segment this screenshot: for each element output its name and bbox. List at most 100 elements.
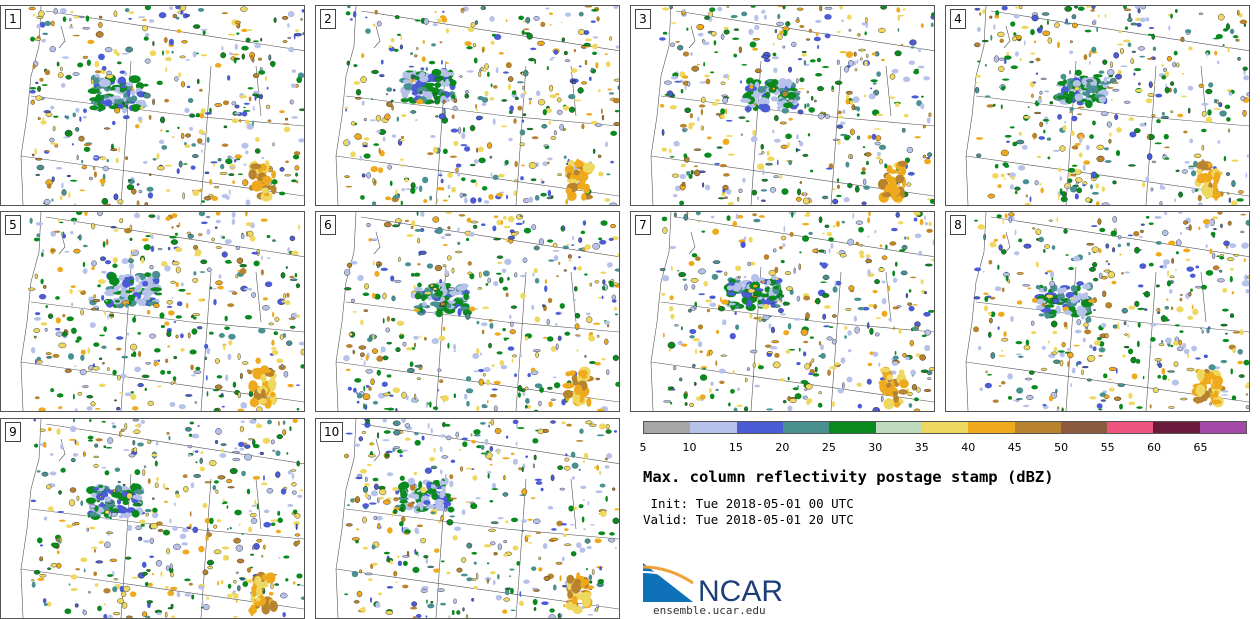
- echo-cell: [905, 356, 910, 361]
- echo-cell: [1239, 329, 1244, 336]
- echo-cell: [73, 16, 81, 19]
- echo-cell: [1032, 132, 1038, 139]
- echo-cell: [928, 221, 932, 227]
- echo-cell: [224, 239, 232, 245]
- echo-cell: [898, 369, 905, 376]
- echo-cell: [929, 366, 934, 372]
- echo-cell: [392, 195, 401, 199]
- echo-cell: [98, 279, 106, 284]
- echo-cell: [777, 13, 781, 20]
- echo-cell: [669, 105, 677, 110]
- echo-cell: [199, 466, 206, 472]
- echo-cell: [368, 385, 372, 392]
- echo-cell: [1096, 26, 1099, 33]
- echo-cell: [994, 163, 999, 169]
- echo-cell: [990, 352, 996, 359]
- echo-cell: [135, 525, 142, 531]
- echo-cell: [185, 58, 190, 61]
- echo-cell: [151, 497, 155, 500]
- echo-cell: [355, 392, 359, 394]
- echo-cell: [909, 340, 914, 347]
- echo-cell: [785, 21, 791, 27]
- echo-cell: [43, 516, 48, 521]
- echo-cell: [457, 241, 461, 246]
- echo-cell: [878, 144, 887, 150]
- echo-cell: [779, 174, 783, 180]
- echo-cell: [118, 514, 124, 519]
- echo-cell: [1048, 353, 1056, 359]
- echo-cell: [269, 391, 276, 397]
- echo-cell: [464, 197, 468, 204]
- echo-cell: [1245, 219, 1249, 226]
- echo-cell: [1123, 345, 1130, 349]
- echo-cell: [436, 186, 444, 191]
- echo-cell: [765, 285, 768, 288]
- echo-cell: [464, 41, 472, 47]
- echo-cell: [568, 94, 576, 100]
- echo-cell: [144, 508, 152, 513]
- echo-cell: [282, 40, 288, 43]
- echo-cell: [1067, 351, 1074, 359]
- echo-cell: [465, 388, 474, 394]
- echo-cell: [1167, 370, 1175, 373]
- echo-cell: [927, 377, 932, 380]
- echo-cell: [102, 241, 106, 248]
- echo-cell: [540, 21, 546, 27]
- echo-cell: [895, 102, 900, 107]
- echo-cell: [820, 281, 827, 284]
- boundary-line: [45, 10, 304, 51]
- echo-cell: [543, 144, 549, 147]
- echo-cell: [891, 227, 898, 232]
- echo-cell: [983, 292, 989, 296]
- echo-cell: [1007, 395, 1013, 400]
- echo-cell: [34, 443, 39, 448]
- echo-cell: [229, 468, 238, 475]
- echo-cell: [255, 597, 261, 602]
- echo-cell: [171, 50, 174, 54]
- echo-cell: [363, 137, 370, 141]
- echo-cell: [722, 184, 729, 191]
- echo-cell: [762, 169, 765, 176]
- echo-cell: [442, 326, 446, 332]
- echo-cell: [1043, 285, 1048, 292]
- echo-cell: [888, 169, 899, 174]
- echo-cell: [836, 31, 842, 33]
- echo-cell: [1042, 248, 1046, 253]
- echo-cell: [473, 224, 478, 229]
- echo-cell: [979, 12, 982, 16]
- echo-cell: [561, 398, 566, 406]
- echo-cell: [137, 502, 141, 506]
- echo-cell: [549, 12, 553, 15]
- echo-cell: [803, 214, 811, 217]
- echo-cell: [360, 357, 363, 361]
- echo-cell: [787, 405, 793, 411]
- echo-cell: [283, 292, 286, 299]
- echo-cell: [175, 334, 179, 339]
- echo-cell: [585, 46, 590, 49]
- echo-cell: [169, 518, 172, 524]
- echo-cell: [810, 95, 814, 101]
- echo-cell: [220, 393, 224, 397]
- echo-cell: [1102, 290, 1107, 298]
- echo-cell: [998, 244, 1003, 251]
- echo-cell: [142, 288, 153, 297]
- echo-cell: [989, 241, 997, 248]
- echo-cell: [165, 216, 171, 221]
- echo-cell: [438, 174, 443, 177]
- echo-cell: [1070, 130, 1075, 136]
- echo-cell: [1171, 258, 1174, 264]
- echo-cell: [488, 194, 494, 200]
- echo-cell: [386, 374, 392, 378]
- echo-cell: [197, 425, 200, 427]
- echo-cell: [542, 336, 549, 339]
- echo-cell: [1241, 242, 1249, 249]
- echo-cell: [58, 406, 63, 410]
- echo-cell: [262, 297, 269, 301]
- echo-cell: [229, 526, 232, 530]
- echo-cell: [1124, 271, 1130, 274]
- echo-cell: [1245, 393, 1248, 396]
- echo-cell: [576, 335, 581, 338]
- echo-cell: [264, 281, 273, 288]
- echo-cell: [719, 380, 725, 384]
- echo-cell: [1086, 79, 1094, 83]
